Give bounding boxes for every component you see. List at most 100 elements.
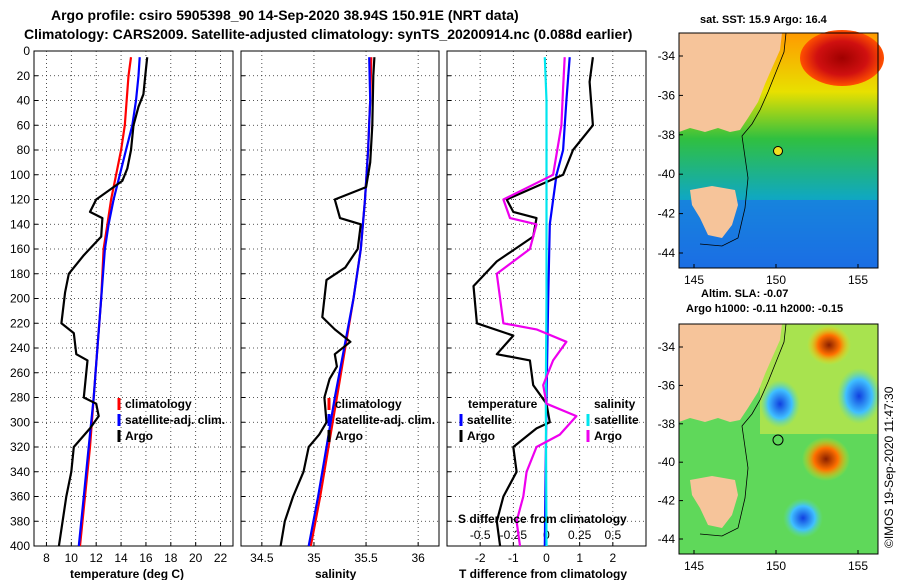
top-tick-label: 0.25 (568, 528, 592, 542)
difference-legend: temperature satellite Argo salinity sate… (459, 397, 639, 443)
map-axes: -34 -36 -38 -40 -42 -44 145 150 155 (658, 340, 869, 573)
salinity-xlabel: salinity (315, 567, 357, 580)
title-line-1: Argo profile: csiro 5905398_90 14-Sep-20… (51, 7, 519, 23)
sla-high-2 (802, 437, 850, 481)
x-tick-label: 22 (214, 551, 228, 565)
sal-legend-climatology-label: climatology (335, 397, 402, 411)
y-tick-label: 120 (10, 193, 30, 207)
sla-low-3 (783, 498, 823, 538)
x-tick-label: 0 (543, 551, 550, 565)
sst-warm-eddy (800, 30, 884, 86)
sla-high-1 (807, 325, 851, 365)
y-tick-label: 240 (10, 341, 30, 355)
map-lat-label: -34 (658, 49, 676, 63)
series-line-t-satellite (543, 57, 571, 547)
sla-map: Altim. SLA: -0.07 Argo h1000: -0.11 h200… (678, 288, 881, 555)
x-tick-label: 10 (65, 551, 79, 565)
x-tick-label: 1 (576, 551, 583, 565)
series-line-argo (57, 57, 149, 547)
y-tick-label: 300 (10, 415, 30, 429)
sla-argo-marker (772, 434, 784, 446)
sst-argo-marker (773, 146, 783, 156)
map-lat-label: -44 (658, 532, 676, 546)
sst-australia-land (679, 33, 782, 132)
x-tick-label: 34.5 (250, 551, 274, 565)
difference-xlabel: T difference from climatology (459, 567, 627, 580)
sst-map: sat. SST: 15.9 Argo: 16.4 (678, 14, 884, 269)
temperature-legend: climatology satellite-adj. clim. Argo (117, 397, 225, 443)
map-lat-label: -44 (658, 246, 676, 260)
map-lat-label: -36 (658, 378, 676, 392)
series-line-satellite-adj-clim- (77, 57, 141, 547)
series-line-satellite-adj-clim- (307, 57, 372, 547)
series-line-climatology (78, 57, 133, 547)
difference-plot: -2 -1 0 1 2-0.5 -0.25 0 0.25 0.5 (446, 50, 647, 565)
temperature-xlabel: temperature (deg C) (70, 567, 184, 580)
series-line-t-argo (472, 57, 594, 547)
legend-s-satellite-label: satellite (594, 413, 639, 427)
sal-legend-argo-label: Argo (335, 429, 363, 443)
sla-low-2 (760, 380, 800, 428)
legend-t-argo-label: Argo (467, 429, 495, 443)
top-tick-label: 0.5 (604, 528, 621, 542)
sla-map-title-1: Altim. SLA: -0.07 (701, 288, 788, 300)
sst-map-frame (678, 32, 879, 269)
legend-temperature-title: temperature (468, 397, 538, 411)
x-tick-label: -2 (475, 551, 486, 565)
y-tick-label: 320 (10, 440, 30, 454)
salinity-plot: 34.5 35 35.5 36 (240, 50, 440, 565)
legend-satellite-label: satellite-adj. clim. (125, 413, 225, 427)
legend-climatology-label: climatology (125, 397, 192, 411)
top-tick-label: -0.25 (500, 528, 528, 542)
y-tick-label: 140 (10, 217, 30, 231)
sst-tasmania-land (690, 186, 738, 238)
map-lon-label: 150 (766, 273, 786, 287)
legend-s-argo-label: Argo (594, 429, 622, 443)
x-tick-label: 2 (609, 551, 616, 565)
imos-watermark: ©IMOS 19-Sep-2020 11:47:30 (882, 386, 896, 548)
y-tick-label: 400 (10, 539, 30, 553)
map-lat-label: -40 (658, 455, 676, 469)
temperature-plot: 0 20 40 60 80 100 120 140 160 180 200 220 240 260 280 3… (10, 44, 234, 565)
map-lat-label: -36 (658, 88, 676, 102)
y-tick-label: 200 (10, 292, 30, 306)
x-tick-label: 14 (114, 551, 128, 565)
x-tick-label: 20 (189, 551, 203, 565)
map-lon-label: 155 (848, 559, 868, 573)
x-tick-label: 35.5 (354, 551, 378, 565)
y-tick-label: 180 (10, 267, 30, 281)
y-tick-label: 220 (10, 316, 30, 330)
difference-top-xlabel: S difference from climatology (458, 512, 627, 526)
map-lon-label: 150 (766, 559, 786, 573)
sst-map-title: sat. SST: 15.9 Argo: 16.4 (700, 14, 828, 26)
sla-low-1 (837, 368, 881, 424)
series-line-s-satellite (543, 57, 548, 547)
sla-map-frame (678, 323, 879, 555)
x-tick-label: 36 (411, 551, 425, 565)
x-tick-label: -1 (508, 551, 519, 565)
series-line-s-argo (495, 57, 578, 547)
map-lat-label: -40 (658, 167, 676, 181)
legend-t-satellite-label: satellite (467, 413, 512, 427)
map-lat-label: -38 (658, 128, 676, 142)
salinity-legend: climatology satellite-adj. clim. Argo (327, 397, 435, 443)
x-tick-label: 12 (90, 551, 104, 565)
sla-shelf-contour (699, 323, 787, 537)
map-lon-label: 145 (684, 273, 704, 287)
title-line-2: Climatology: CARS2009. Satellite-adjuste… (24, 26, 632, 42)
map-lat-label: -38 (658, 417, 676, 431)
sla-map-title-2: Argo h1000: -0.11 h2000: -0.15 (686, 303, 843, 315)
series-line-argo (279, 57, 376, 547)
sla-australia-land (679, 324, 782, 422)
top-tick-label: -0.5 (470, 528, 491, 542)
y-tick-label: 40 (17, 94, 31, 108)
series-line-climatology (309, 57, 373, 547)
map-lon-label: 155 (848, 273, 868, 287)
y-tick-label: 360 (10, 490, 30, 504)
sla-tasmania-land (690, 476, 738, 528)
sal-legend-satellite-label: satellite-adj. clim. (335, 413, 435, 427)
x-tick-label: 16 (139, 551, 153, 565)
legend-argo-label: Argo (125, 429, 153, 443)
y-tick-label: 160 (10, 242, 30, 256)
